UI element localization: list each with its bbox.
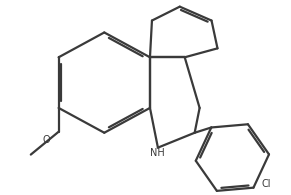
Text: Cl: Cl xyxy=(261,179,271,189)
Text: NH: NH xyxy=(150,148,164,158)
Text: O: O xyxy=(43,135,51,145)
